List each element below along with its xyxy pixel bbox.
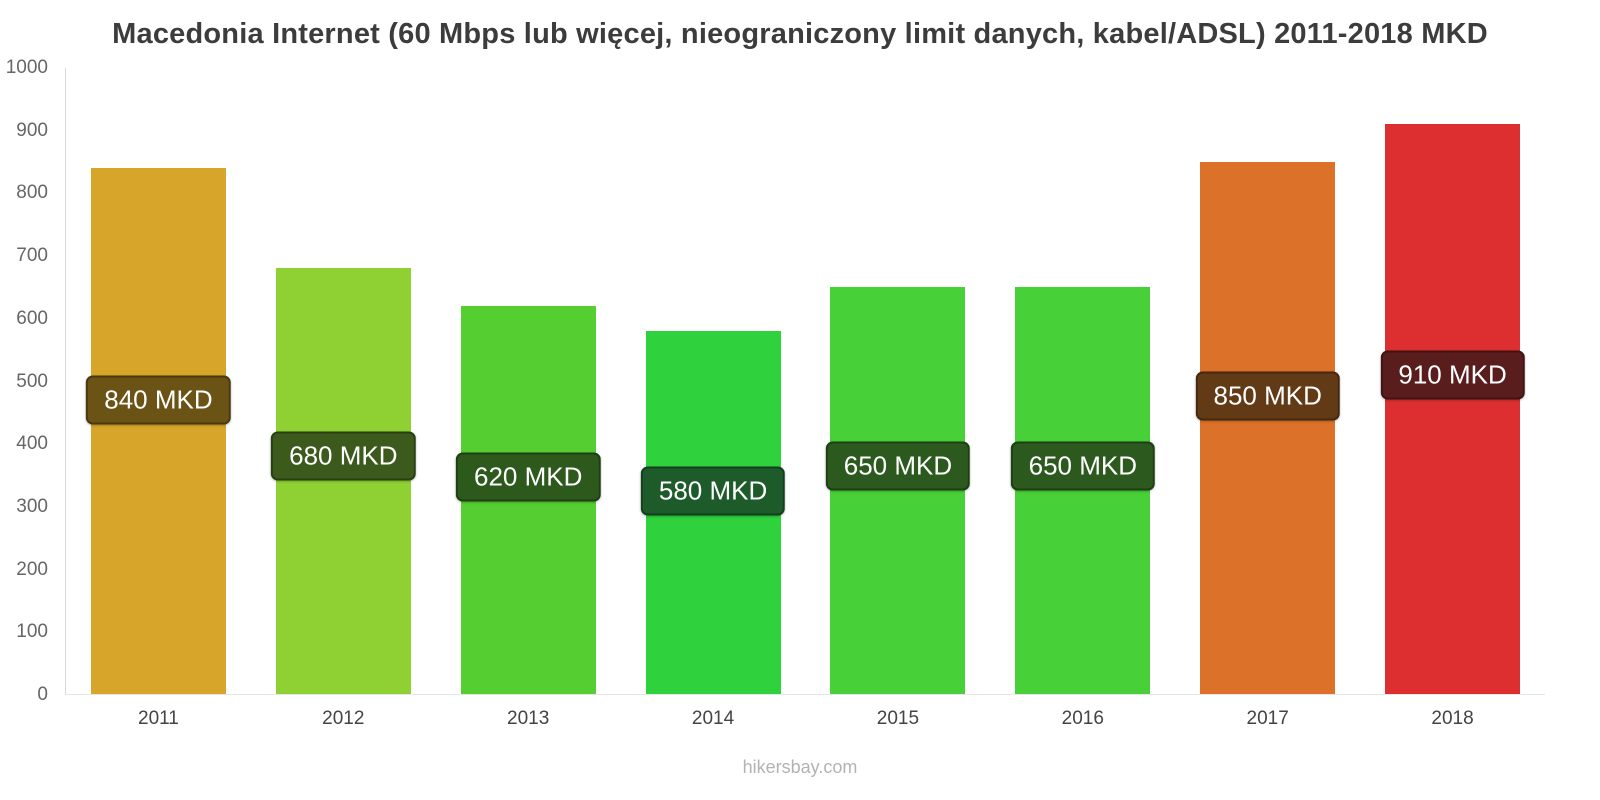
bar-value-badge: 680 MKD [271,431,416,481]
x-axis-label: 2014 [691,708,735,729]
bar: 840 MKD [86,168,231,694]
y-tick-label: 300 [16,495,48,517]
chart-title: Macedonia Internet (60 Mbps lub więcej, … [112,18,1488,50]
x-axis-label: 2016 [1061,708,1104,729]
x-axis-label: 2015 [876,708,920,729]
bar: 580 MKD [640,330,786,694]
bar-slot: 850 MKD 2017 [1175,68,1360,729]
bar-slot: 580 MKD 2014 [621,68,806,729]
y-tick-label: 600 [16,307,48,329]
bar-value-badge: 650 MKD [825,441,971,491]
y-axis: 0 100 200 300 400 500 600 700 800 900 1000 [0,57,58,705]
bar: 910 MKD [1380,124,1525,694]
y-tick-label: 800 [16,182,48,204]
x-axis-label: 2012 [322,708,365,729]
x-axis-label: 2018 [1431,708,1474,729]
bar-value-badge: 910 MKD [1380,350,1525,400]
plot-area: 840 MKD 2011 680 MKD 2012 620 MKD 2013 580 MKD… [65,68,1545,729]
bar: 650 MKD [1010,287,1156,694]
source-watermark: hikersbay.com [742,757,858,777]
bar-value-badge: 580 MKD [640,466,786,516]
y-tick-label: 900 [16,119,48,141]
bar-slot: 650 MKD 2016 [990,68,1175,729]
y-tick-label: 400 [16,433,48,455]
bar-value-badge: 620 MKD [455,452,601,502]
x-axis-label: 2017 [1246,708,1289,729]
bar: 650 MKD [825,287,971,694]
bar-value-badge: 850 MKD [1195,371,1340,421]
bars-container: 840 MKD 2011 680 MKD 2012 620 MKD 2013 580 MKD… [66,68,1545,729]
bar-value-badge: 650 MKD [1010,441,1156,491]
bar-slot: 840 MKD 2011 [66,68,251,729]
y-tick-label: 1000 [5,57,48,78]
bar-slot: 910 MKD 2018 [1360,68,1545,729]
x-axis-label: 2011 [138,708,179,729]
x-axis-label: 2013 [507,708,550,729]
y-tick-label: 100 [16,621,48,643]
y-tick-label: 500 [16,370,48,392]
bar-slot: 680 MKD 2012 [251,68,436,729]
bar-slot: 650 MKD 2015 [806,68,991,729]
y-tick-label: 700 [16,245,48,267]
y-tick-label: 200 [16,558,48,580]
bar: 620 MKD [455,305,601,694]
bar: 680 MKD [271,268,416,694]
bar-slot: 620 MKD 2013 [436,68,621,729]
bar-value-badge: 840 MKD [86,375,231,425]
y-tick-label: 0 [37,684,48,705]
bar: 850 MKD [1195,161,1340,694]
